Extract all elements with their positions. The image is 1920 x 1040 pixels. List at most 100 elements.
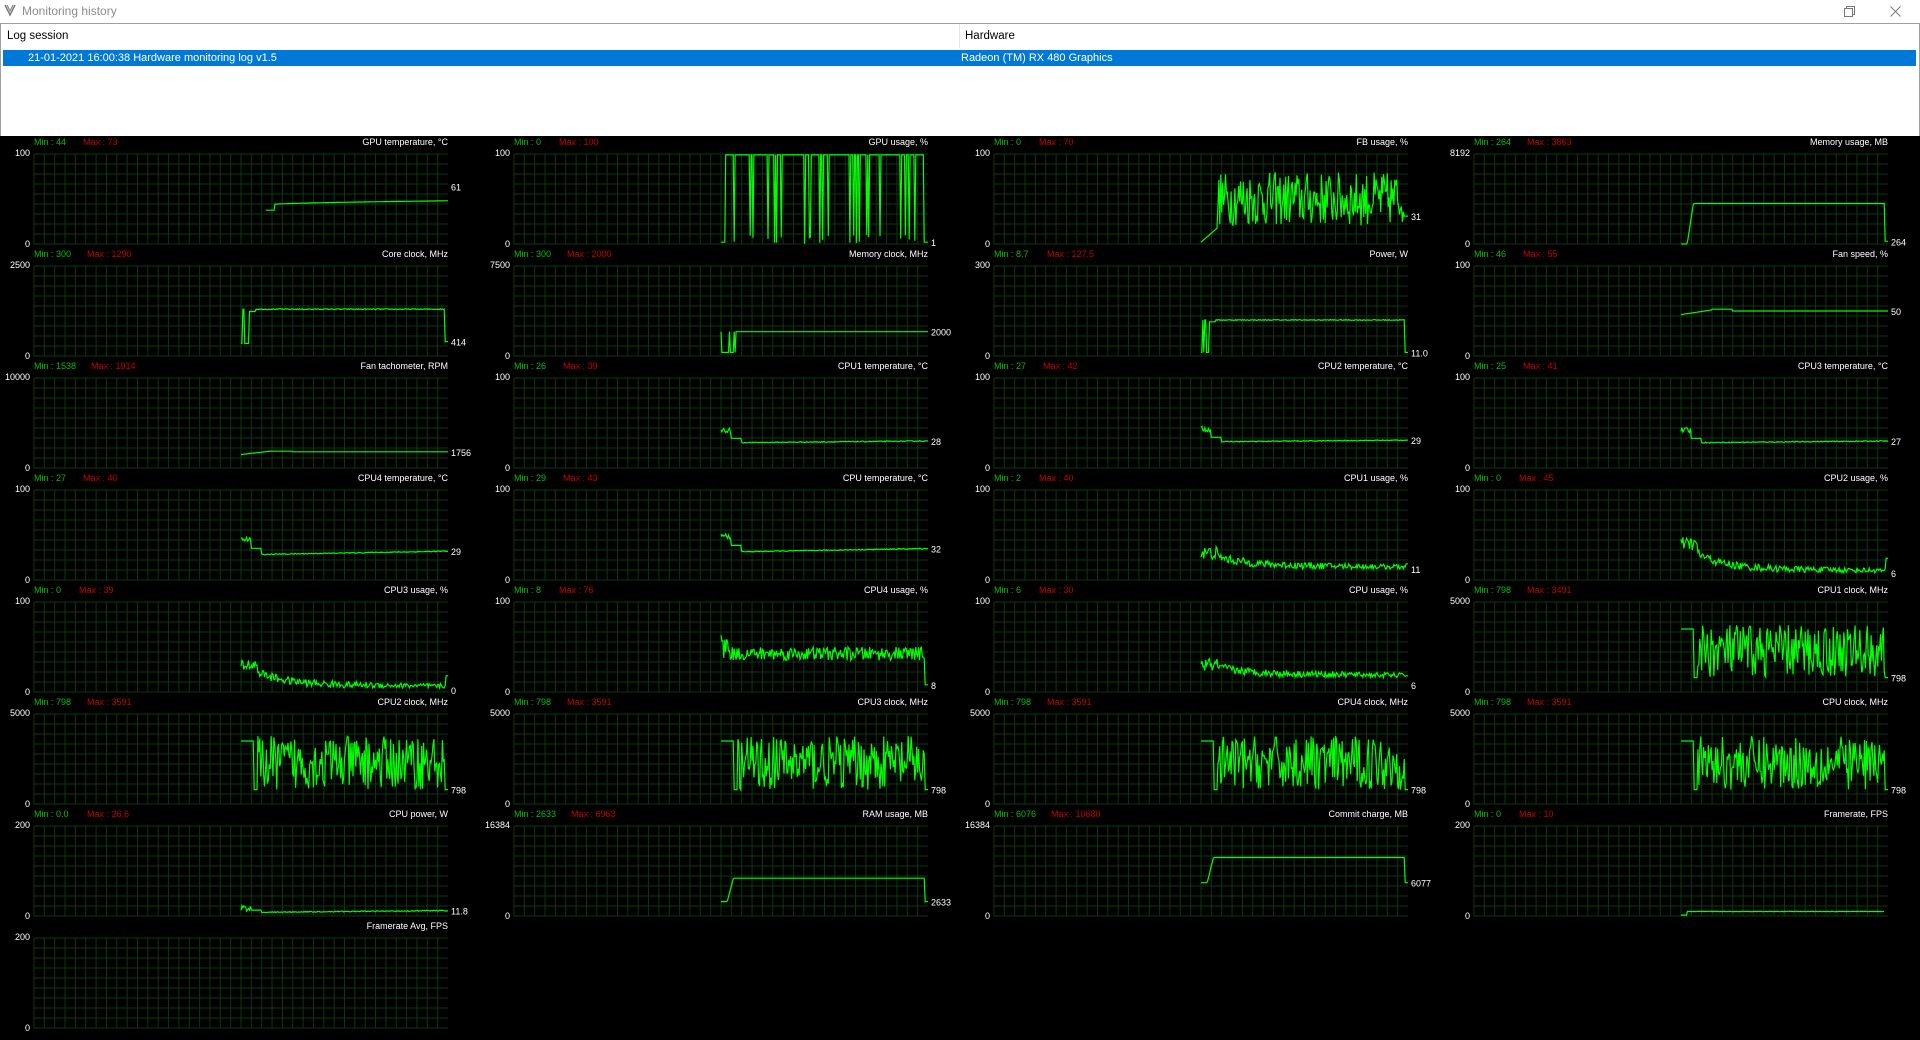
y-axis-max: 100	[975, 148, 990, 158]
graph-max: Max : 3591	[1047, 697, 1092, 707]
graph-max: Max : 3491	[1527, 585, 1572, 595]
monitoring-graphs-area[interactable]: Min : 44 Max : 73 GPU temperature, °C 100 0 6…	[0, 136, 1920, 1040]
graph-panel[interactable]: Min : 2 Max : 40 CPU1 usage, % 100 0 11	[975, 473, 1420, 585]
y-axis-min: 0	[1465, 799, 1470, 809]
graph-panel[interactable]: Min : 798 Max : 3591 CPU4 clock, MHz 5000 0 7…	[970, 697, 1426, 809]
graphs-canvas[interactable]: Min : 44 Max : 73 GPU temperature, °C10006…	[0, 136, 1920, 1040]
y-axis-max: 100	[975, 372, 990, 382]
y-axis-min: 0	[25, 463, 30, 473]
y-axis-max: 100	[975, 596, 990, 606]
graph-max: Max : 76	[559, 585, 594, 595]
graph-panel[interactable]: Min : 300 Max : 2000 Memory clock, MHz 7500…	[490, 249, 951, 361]
column-header-hardware[interactable]: Hardware	[965, 30, 1015, 42]
y-axis-min: 0	[1465, 911, 1470, 921]
graph-trace	[720, 426, 929, 444]
graph-trace	[1201, 856, 1408, 884]
graph-panel[interactable]: Min : 798 Max : 3591 CPU clock, MHz 5000 0 79…	[1450, 697, 1906, 809]
graph-panel[interactable]: Min : 0 Max : 70 FB usage, % 100 0 31	[975, 137, 1421, 249]
restore-icon	[1843, 6, 1855, 17]
graph-max: Max : 26.6	[87, 809, 129, 819]
y-axis-min: 0	[985, 463, 990, 473]
graph-trace	[240, 450, 448, 456]
graph-current-value: 11	[1411, 565, 1420, 575]
y-axis-max: 200	[15, 820, 30, 830]
graph-panel[interactable]: Min : 27 Max : 42 CPU2 temperature, °C 100 0…	[975, 361, 1421, 473]
graph-current-value: 798	[931, 786, 946, 796]
graph-panel[interactable]: Min : 0 Max : 10 Framerate, FPS 200 0	[1455, 809, 1888, 921]
y-axis-max: 5000	[1450, 708, 1470, 718]
graph-title: GPU usage, %	[868, 137, 928, 147]
session-row[interactable]: 21-01-2021 16:00:38 Hardware monitoring …	[3, 50, 1916, 66]
y-axis-min: 0	[505, 239, 510, 249]
y-axis-max: 100	[15, 148, 30, 158]
y-axis-min: 0	[985, 687, 990, 697]
graph-min: Min : 2633	[514, 809, 556, 819]
y-axis-min: 0	[25, 687, 30, 697]
graph-panel[interactable]: Min : 0 Max : 39 CPU3 usage, % 100 0 0	[15, 585, 456, 697]
graph-trace	[1681, 202, 1888, 245]
log-session-list[interactable]: Log session Hardware 21-01-2021 16:00:38…	[0, 23, 1920, 137]
graph-trace	[241, 734, 448, 791]
graph-title: CPU1 clock, MHz	[1817, 585, 1888, 595]
graph-max: Max : 40	[1039, 473, 1074, 483]
graph-panel[interactable]: Min : 264 Max : 3863 Memory usage, MB 8192 0…	[1450, 137, 1906, 249]
graph-panel[interactable]: Min : 798 Max : 3591 CPU3 clock, MHz 5000 0 7…	[490, 697, 946, 809]
y-axis-max: 100	[15, 484, 30, 494]
graph-panel[interactable]: Min : 46 Max : 55 Fan speed, % 100 0 50	[1455, 249, 1901, 361]
graph-panel[interactable]: Framerate Avg, FPS 200 0	[15, 921, 448, 1033]
y-axis-max: 8192	[1450, 148, 1470, 158]
graph-min: Min : 798	[34, 697, 71, 707]
graph-max: Max : 43	[563, 473, 598, 483]
graph-max: Max : 10680	[1051, 809, 1101, 819]
graph-current-value: 798	[1891, 786, 1906, 796]
y-axis-min: 0	[1465, 239, 1470, 249]
graph-panel[interactable]: Min : 1538 Max : 1914 Fan tachometer, RPM 1…	[5, 361, 471, 473]
graph-panel[interactable]: Min : 8 Max : 76 CPU4 usage, % 100 0 8	[495, 585, 936, 697]
graph-max: Max : 127.5	[1047, 249, 1094, 259]
graph-current-value: 798	[451, 786, 466, 796]
y-axis-max: 5000	[1450, 596, 1470, 606]
graph-max: Max : 55	[1523, 249, 1558, 259]
graph-min: Min : 0	[514, 137, 541, 147]
graph-panel[interactable]: Min : 798 Max : 3591 CPU2 clock, MHz 5000 0 7…	[10, 697, 466, 809]
column-header-log-session[interactable]: Log session	[7, 30, 69, 42]
y-axis-max: 200	[15, 932, 30, 942]
graph-panel[interactable]: Min : 29 Max : 43 CPU temperature, °C 100 0 3…	[495, 473, 941, 585]
graph-current-value: 6	[1411, 681, 1416, 691]
graph-panel[interactable]: Min : 8.7 Max : 127.5 Power, W 300 0 11.0	[975, 249, 1428, 361]
graph-panel[interactable]: Min : 6 Max : 30 CPU usage, % 100 0 6	[975, 585, 1416, 697]
graph-panel[interactable]: Min : 798 Max : 3491 CPU1 clock, MHz 5000 0 7…	[1450, 585, 1906, 697]
close-button[interactable]	[1872, 0, 1918, 23]
graph-max: Max : 1290	[87, 249, 132, 259]
graph-panel[interactable]: Min : 44 Max : 73 GPU temperature, °C 100 0 6…	[15, 137, 461, 249]
graph-max: Max : 6963	[571, 809, 616, 819]
y-axis-max: 7500	[490, 260, 510, 270]
graph-panel[interactable]: Min : 2633 Max : 6963 RAM usage, MB 16384 0 2…	[485, 809, 951, 921]
graph-panel[interactable]: Min : 0 Max : 45 CPU2 usage, % 100 0 6	[1455, 473, 1896, 585]
y-axis-min: 0	[505, 463, 510, 473]
restore-button[interactable]	[1826, 0, 1872, 23]
graph-panel[interactable]: Min : 6076 Max : 10680 Commit charge, MB 16…	[965, 809, 1431, 921]
graph-panel[interactable]: Min : 25 Max : 41 CPU3 temperature, °C 100 0…	[1455, 361, 1901, 473]
column-divider[interactable]	[959, 24, 960, 48]
graph-panel[interactable]: Min : 0.0 Max : 26.6 CPU power, W 200 0 11.8	[15, 809, 468, 921]
graph-title: CPU temperature, °C	[843, 473, 929, 483]
graph-panel[interactable]: Min : 300 Max : 1290 Core clock, MHz 2500 0 4…	[10, 249, 466, 361]
y-axis-max: 100	[495, 484, 510, 494]
graph-panel[interactable]: Min : 0 Max : 100 GPU usage, % 100 0 1	[495, 137, 936, 249]
graph-min: Min : 798	[1474, 585, 1511, 595]
graph-current-value: 2633	[931, 898, 951, 908]
y-axis-max: 300	[975, 260, 990, 270]
graph-max: Max : 100	[559, 137, 599, 147]
graph-min: Min : 6076	[994, 809, 1036, 819]
graph-panel[interactable]: Min : 26 Max : 39 CPU1 temperature, °C 100 0…	[495, 361, 941, 473]
graph-trace	[720, 635, 928, 686]
y-axis-min: 0	[505, 351, 510, 361]
graph-max: Max : 3591	[567, 697, 612, 707]
y-axis-min: 0	[985, 911, 990, 921]
graph-min: Min : 29	[514, 473, 546, 483]
graph-current-value: 414	[451, 338, 466, 348]
graph-panel[interactable]: Min : 27 Max : 40 CPU4 temperature, °C 100 0…	[15, 473, 461, 585]
y-axis-max: 100	[1455, 484, 1470, 494]
graph-max: Max : 41	[1523, 361, 1558, 371]
